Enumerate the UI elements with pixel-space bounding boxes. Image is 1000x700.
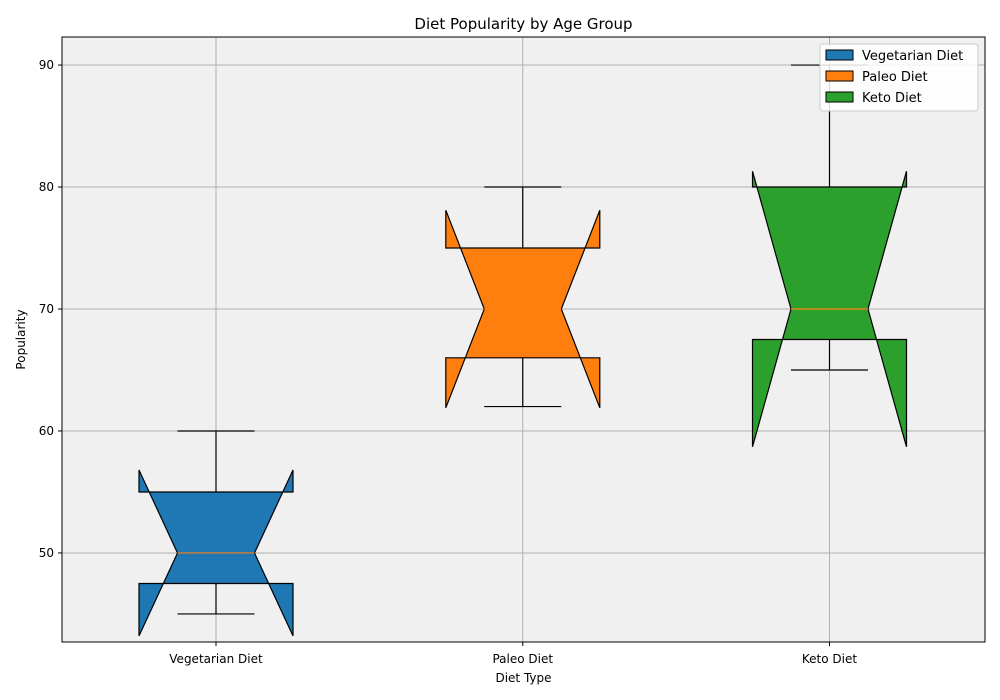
legend-label: Paleo Diet [862,70,928,85]
x-axis-title: Diet Type [495,671,551,685]
y-tick-label: 50 [39,546,54,560]
legend-label: Vegetarian Diet [862,49,963,64]
legend: Vegetarian Diet Paleo Diet Keto Diet [819,43,979,112]
legend-label: Keto Diet [862,91,922,106]
legend-frame [819,43,979,112]
box-group [751,64,908,447]
legend-swatch [825,70,854,82]
x-tick-label: Keto Diet [802,652,857,666]
y-tick-label: 90 [39,58,54,72]
axis-layer: 50 60 70 80 90 Vegetarian Diet Paleo Diet Keto … [39,58,858,666]
y-tick-label: 80 [39,180,54,194]
legend-swatch [825,91,854,103]
chart-title: Diet Popularity by Age Group [414,15,632,33]
box-group [138,430,294,637]
y-tick-label: 60 [39,424,54,438]
legend-swatch [825,49,854,61]
x-tick-label: Paleo Diet [492,652,553,666]
box-layer [138,64,908,637]
y-tick-label: 70 [39,302,54,316]
x-tick-label: Vegetarian Diet [169,652,263,666]
box-group [445,186,601,409]
plot-frame [61,36,986,643]
y-axis-title: Popularity [14,309,28,369]
